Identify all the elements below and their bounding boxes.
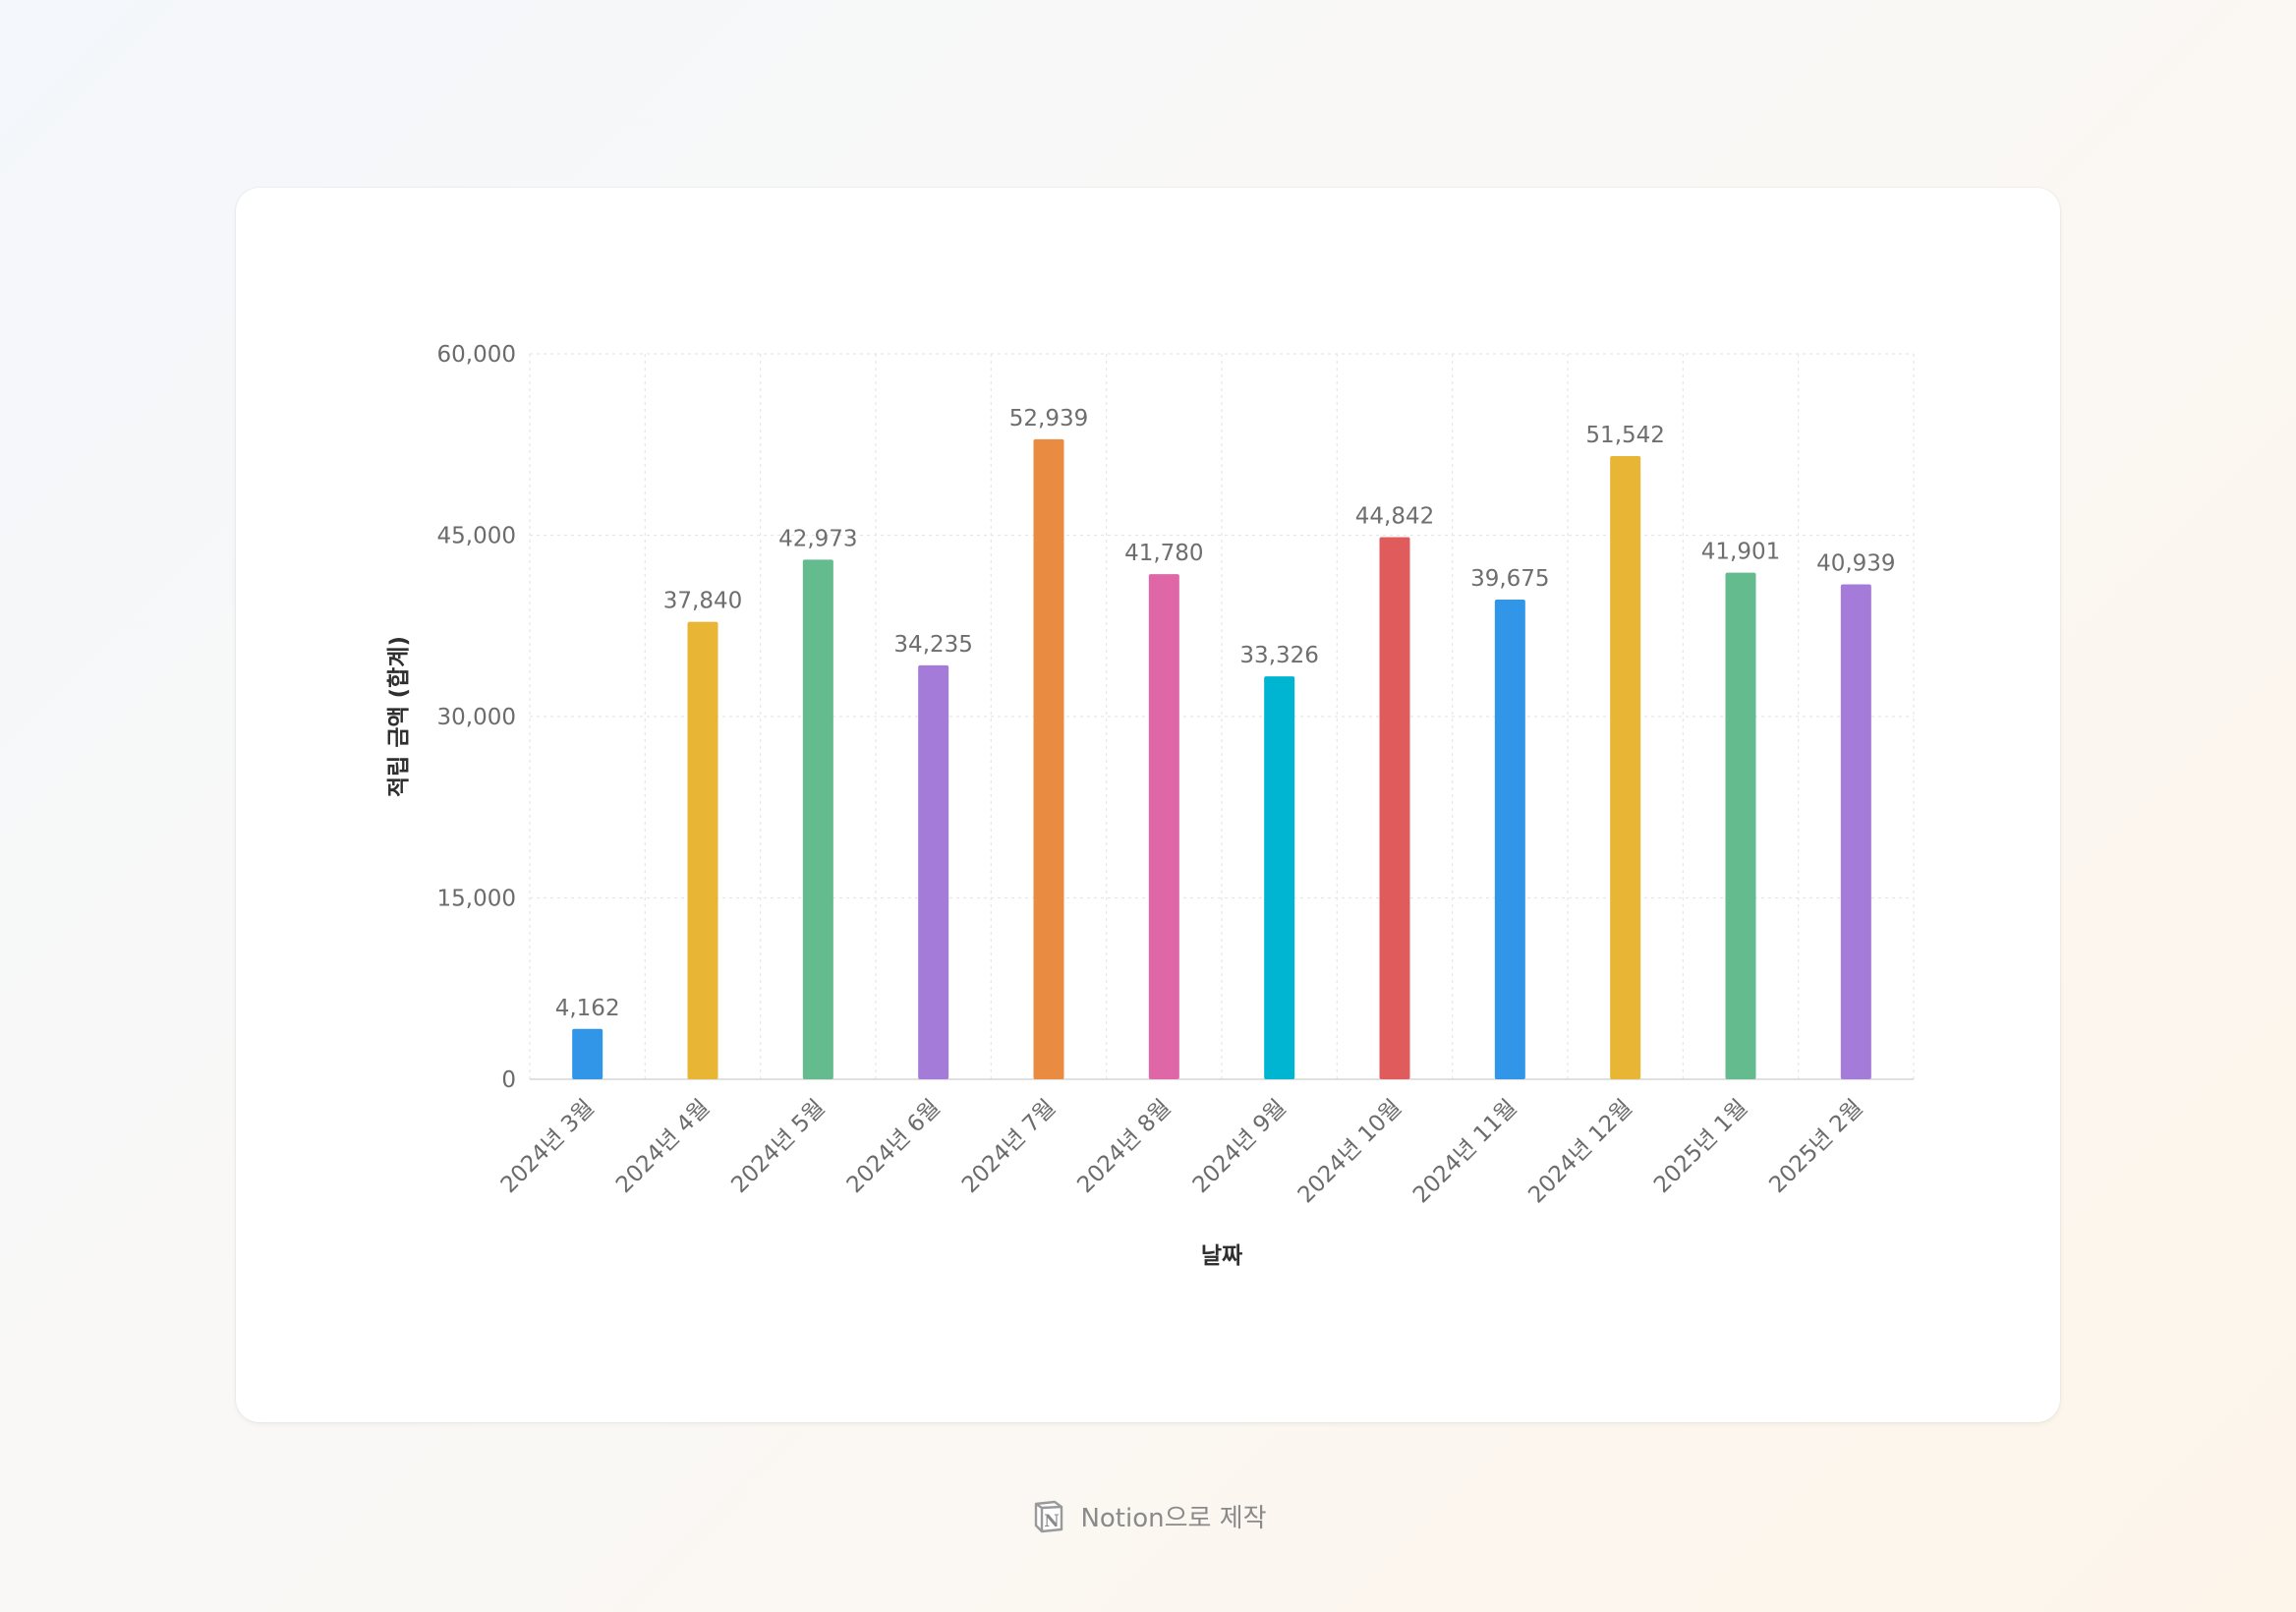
bar[interactable] xyxy=(1610,456,1641,1079)
bar[interactable] xyxy=(1379,537,1410,1079)
footer-text[interactable]: Notion으로 제작 xyxy=(1080,1503,1267,1533)
bar[interactable] xyxy=(1725,572,1756,1079)
svg-text:N: N xyxy=(1045,1512,1061,1531)
x-tick-label: 2024년 5월 xyxy=(726,1095,830,1198)
bar[interactable] xyxy=(572,1028,603,1079)
data-label: 34,235 xyxy=(893,632,972,658)
x-axis-title: 날짜 xyxy=(1201,1243,1242,1269)
y-tick-label: 0 xyxy=(501,1067,516,1093)
data-label: 39,675 xyxy=(1470,566,1549,592)
bar[interactable] xyxy=(1494,599,1525,1079)
x-tick-label: 2024년 12월 xyxy=(1523,1095,1637,1209)
y-tick-label: 45,000 xyxy=(437,524,516,549)
x-tick-label: 2024년 4월 xyxy=(611,1095,715,1198)
data-label: 42,973 xyxy=(778,526,857,551)
y-axis-title: 적립 금액 (합계) xyxy=(386,636,412,797)
data-label: 52,939 xyxy=(1009,406,1088,432)
bar[interactable] xyxy=(1840,584,1871,1079)
bar[interactable] xyxy=(918,664,949,1079)
notion-logo-icon[interactable]: N xyxy=(1029,1496,1068,1535)
data-label: 33,326 xyxy=(1239,643,1318,668)
x-tick-label: 2025년 1월 xyxy=(1649,1095,1752,1198)
bar[interactable] xyxy=(802,559,833,1079)
bars xyxy=(572,438,1871,1079)
x-tick-label: 2025년 2월 xyxy=(1764,1095,1867,1198)
data-label: 41,901 xyxy=(1701,540,1780,565)
x-tick-label: 2024년 11월 xyxy=(1408,1095,1522,1209)
x-tick-label: 2024년 7월 xyxy=(957,1095,1061,1198)
data-label: 37,840 xyxy=(663,589,742,614)
data-label: 41,780 xyxy=(1124,541,1203,566)
grid-lines xyxy=(529,353,1915,1079)
data-label: 40,939 xyxy=(1816,550,1895,576)
x-tick-label: 2024년 8월 xyxy=(1072,1095,1176,1198)
data-label: 44,842 xyxy=(1355,503,1434,529)
x-tick-label: 2024년 9월 xyxy=(1188,1095,1292,1198)
y-tick-label: 15,000 xyxy=(437,887,516,912)
data-label: 51,542 xyxy=(1585,423,1664,448)
data-label: 4,162 xyxy=(555,996,620,1021)
x-tick-label: 2024년 3월 xyxy=(496,1095,600,1198)
bar[interactable] xyxy=(1264,676,1295,1079)
bar[interactable] xyxy=(1148,574,1179,1079)
y-tick-label: 60,000 xyxy=(437,342,516,368)
chart-card: 4,162 37,840 42,973 34,235 52,939 41,780 33,32… xyxy=(236,188,2060,1422)
data-labels: 4,162 37,840 42,973 34,235 52,939 41,780 33,32… xyxy=(555,406,1896,1021)
x-tick-label: 2024년 10월 xyxy=(1293,1095,1407,1209)
bar[interactable] xyxy=(1033,438,1064,1079)
y-tick-label: 30,000 xyxy=(437,705,516,730)
bar-chart: 4,162 37,840 42,973 34,235 52,939 41,780 33,32… xyxy=(386,342,1915,1269)
footer: N Notion으로 제작 xyxy=(0,1494,2296,1537)
bar[interactable] xyxy=(687,621,718,1079)
x-tick-label: 2024년 6월 xyxy=(842,1095,946,1198)
